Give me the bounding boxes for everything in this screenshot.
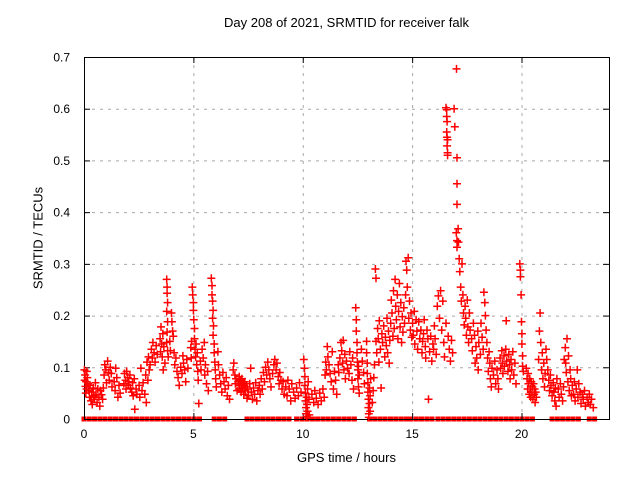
x-tick-label: 0 xyxy=(81,427,88,441)
plot-frame xyxy=(84,57,610,420)
y-tick-label: 0.3 xyxy=(53,257,70,271)
y-tick-label: 0.2 xyxy=(53,309,70,323)
x-tick-labels: 0 5 10 15 20 xyxy=(81,427,529,441)
y-tick-label: 0.4 xyxy=(53,206,70,220)
y-tick-label: 0.1 xyxy=(53,361,70,375)
x-tick-label: 15 xyxy=(405,427,419,441)
y-tick-label: 0.7 xyxy=(53,51,70,65)
y-tick-label: 0.6 xyxy=(53,102,70,116)
y-tick-label: 0.5 xyxy=(53,154,70,168)
y-tick-labels: 0 0.1 0.2 0.3 0.4 0.5 0.6 0.7 xyxy=(53,51,70,427)
x-axis-label: GPS time / hours xyxy=(297,450,396,465)
scatter-points xyxy=(80,64,598,422)
chart-title: Day 208 of 2021, SRMTID for receiver fal… xyxy=(224,15,469,30)
x-tick-label: 5 xyxy=(190,427,197,441)
x-tick-label: 10 xyxy=(296,427,310,441)
y-tick-label: 0 xyxy=(63,413,70,427)
x-tick-label: 20 xyxy=(515,427,529,441)
